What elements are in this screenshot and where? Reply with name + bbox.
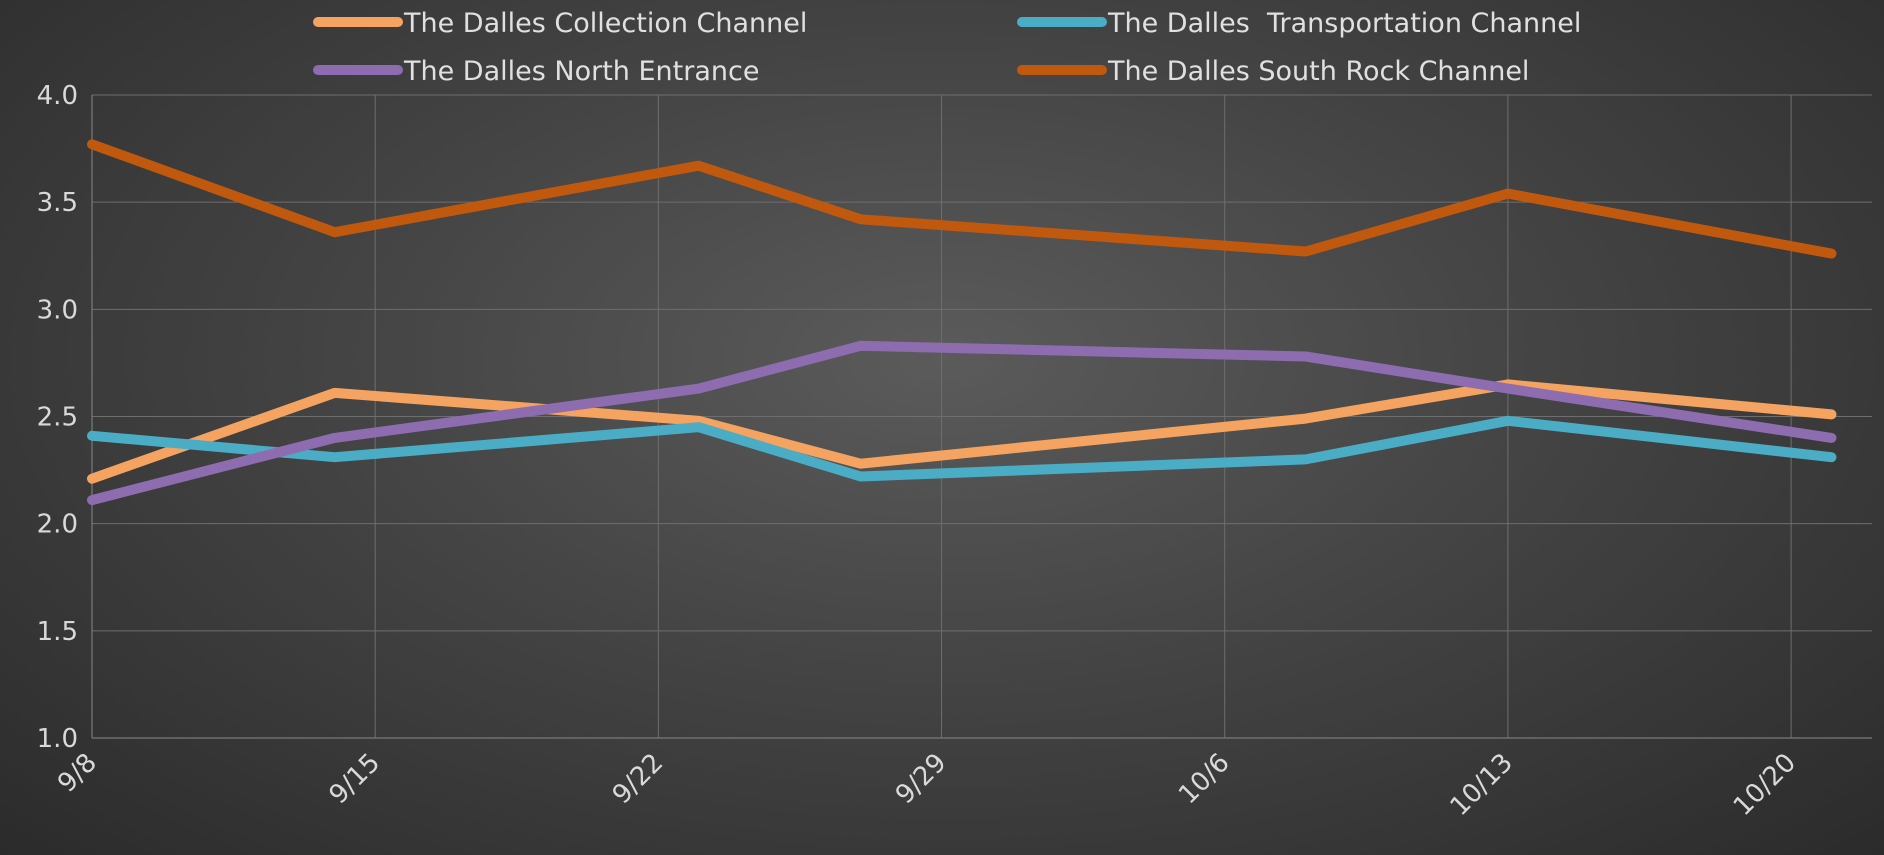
y-tick-label: 1.5: [37, 617, 78, 647]
x-tick-label: 9/15: [324, 748, 387, 811]
x-tick-label: 9/8: [52, 748, 103, 799]
legend-label: The Dalles Collection Channel: [403, 8, 807, 39]
legend-label: The Dalles South Rock Channel: [1107, 56, 1529, 87]
x-tick-label: 10/13: [1445, 748, 1519, 822]
y-tick-label: 2.0: [37, 510, 78, 540]
legend-label: The Dalles North Entrance: [403, 56, 759, 87]
grid: [91, 94, 1872, 739]
x-tick-label: 10/20: [1728, 748, 1802, 822]
x-tick-label: 9/22: [607, 748, 670, 811]
y-tick-label: 1.0: [37, 724, 78, 754]
x-tick-label: 9/29: [890, 748, 953, 811]
x-tick-label: 10/6: [1173, 748, 1236, 811]
series-line-the-dalles-north-entrance: [87, 340, 1837, 506]
series-line-the-dalles-south-rock-channel: [87, 139, 1837, 259]
y-tick-label: 2.5: [37, 403, 78, 433]
legend-label: The Dalles Transportation Channel: [1107, 8, 1581, 39]
series-lines: [87, 139, 1837, 506]
y-tick-label: 3.0: [37, 295, 78, 325]
y-tick-label: 4.0: [37, 81, 78, 111]
series-line-the-dalles-transportation-channel: [87, 415, 1837, 482]
legend: The Dalles Collection Channel The Dalles …: [313, 8, 1581, 87]
y-tick-label: 3.5: [37, 188, 78, 218]
